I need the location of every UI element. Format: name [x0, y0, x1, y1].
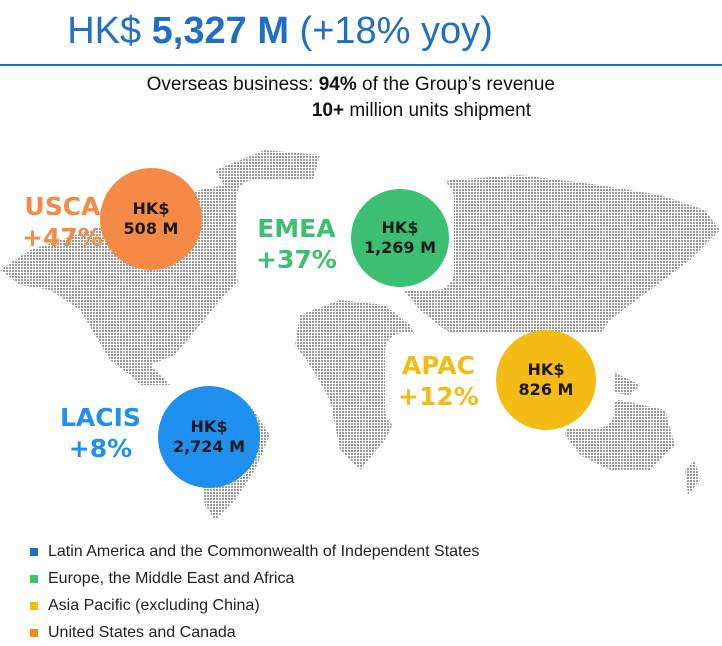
legend-label: United States and Canada	[48, 623, 236, 641]
usca-name: USCA	[24, 192, 101, 221]
legend-item-lacis: Latin America and the Commonwealth of In…	[30, 538, 479, 565]
emea-name: EMEA	[257, 214, 336, 243]
apac-currency: HK$	[527, 360, 565, 379]
new-zealand-shape	[685, 460, 700, 495]
emea-label: EMEA +37%	[256, 213, 337, 275]
legend-swatch	[30, 547, 38, 556]
apac-growth: +12%	[398, 382, 479, 411]
revenue-share-line: Overseas business: 94% of the Group’s re…	[146, 74, 555, 95]
legend-label: Europe, the Middle East and Africa	[48, 569, 295, 587]
apac-label: APAC +12%	[398, 350, 479, 412]
apac-name: APAC	[401, 351, 475, 380]
title-divider	[0, 64, 722, 66]
lacis-growth: +8%	[68, 434, 133, 463]
page-title: HK$ 5,327 M (+18% yoy)	[67, 10, 493, 52]
legend-item-apac: Asia Pacific (excluding China)	[30, 592, 479, 619]
lacis-currency: HK$	[190, 417, 228, 436]
north-america-shape	[0, 180, 300, 375]
emea-amount: 1,269 M	[363, 238, 437, 257]
lacis-name: LACIS	[60, 403, 141, 432]
usca-currency: HK$	[132, 199, 170, 218]
apac-bubble: HK$ 826 M	[496, 330, 596, 430]
lacis-bubble: HK$ 2,724 M	[158, 386, 260, 488]
apac-amount: 826 M	[518, 380, 574, 399]
legend-swatch	[30, 628, 38, 637]
legend-item-emea: Europe, the Middle East and Africa	[30, 565, 479, 592]
asia-shape	[395, 175, 720, 365]
emea-bubble: HK$ 1,269 M	[351, 189, 449, 287]
lacis-label: LACIS +8%	[60, 402, 141, 464]
legend-swatch	[30, 574, 38, 583]
legend-label: Asia Pacific (excluding China)	[48, 596, 260, 614]
legend-item-usca: United States and Canada	[30, 619, 479, 646]
legend-swatch	[30, 601, 38, 610]
usca-amount: 508 M	[123, 219, 179, 238]
legend: Latin America and the Commonwealth of In…	[30, 538, 479, 646]
emea-currency: HK$	[381, 218, 419, 237]
usca-label: USCA +47%	[22, 191, 103, 253]
emea-growth: +37%	[256, 245, 337, 274]
japan-shape	[622, 265, 648, 300]
shipment-line: 10+ million units shipment	[311, 100, 531, 121]
lacis-amount: 2,724 M	[172, 437, 246, 456]
usca-growth: +47%	[22, 223, 103, 252]
legend-label: Latin America and the Commonwealth of In…	[48, 542, 480, 560]
usca-bubble: HK$ 508 M	[100, 168, 202, 270]
